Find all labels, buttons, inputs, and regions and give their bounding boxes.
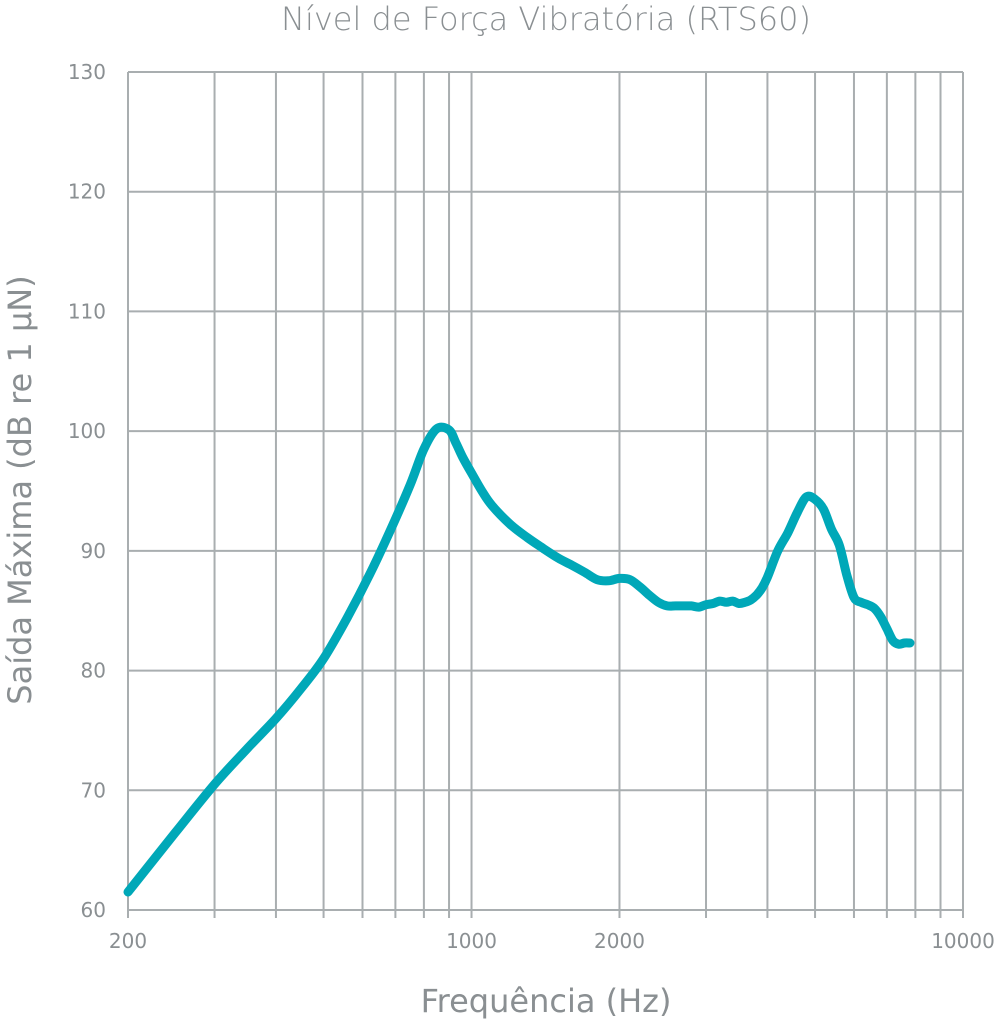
y-tick-label-130: 130 <box>68 60 106 84</box>
y-tick-label-70: 70 <box>81 778 106 802</box>
grid-layer <box>127 71 964 918</box>
series-layer <box>123 422 915 897</box>
y-tick-label-120: 120 <box>68 180 106 204</box>
y-tick-label-90: 90 <box>81 539 106 563</box>
x-tick-label-1000: 1000 <box>446 929 497 953</box>
y-tick-label-100: 100 <box>68 419 106 443</box>
x-tick-label-2000: 2000 <box>594 929 645 953</box>
y-tick-label-60: 60 <box>81 898 106 922</box>
tick-layer: 60 70 80 90 100 110 120 130 200 1000 2000 10000 <box>68 60 995 953</box>
y-tick-label-110: 110 <box>68 299 106 323</box>
x-tick-label-200: 200 <box>109 929 147 953</box>
y-tick-label-80: 80 <box>81 659 106 683</box>
y-axis-label: Saída Máxima (dB re 1 μN) <box>1 275 39 704</box>
chart-title: Nível de Força Vibratória (RTS60) <box>281 0 811 38</box>
x-axis-label: Frequência (Hz) <box>421 982 672 1020</box>
x-tick-label-10000: 10000 <box>931 929 995 953</box>
series-line-0 <box>123 422 915 897</box>
